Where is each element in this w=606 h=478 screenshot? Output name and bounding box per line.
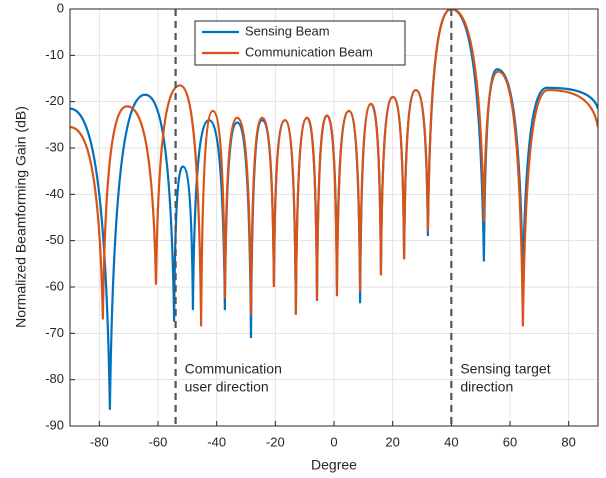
y-tick-label: -70 bbox=[45, 325, 64, 340]
x-axis-label: Degree bbox=[311, 457, 357, 473]
y-tick-label: -60 bbox=[45, 278, 64, 293]
y-tick-label: -10 bbox=[45, 47, 64, 62]
x-tick-label: -20 bbox=[266, 434, 285, 449]
y-axis-label: Normalized Beamforming Gain (dB) bbox=[13, 106, 29, 328]
annotation: Communication bbox=[185, 361, 282, 377]
x-tick-label: -60 bbox=[149, 434, 168, 449]
x-tick-label: -40 bbox=[207, 434, 226, 449]
x-tick-label: 0 bbox=[330, 434, 337, 449]
annotation: user direction bbox=[185, 379, 269, 395]
y-tick-label: -80 bbox=[45, 371, 64, 386]
x-tick-label: -80 bbox=[90, 434, 109, 449]
x-tick-label: 80 bbox=[561, 434, 575, 449]
annotation: Sensing target bbox=[460, 361, 550, 377]
y-tick-label: 0 bbox=[57, 0, 64, 15]
y-tick-label: -50 bbox=[45, 232, 64, 247]
y-tick-label: -30 bbox=[45, 139, 64, 154]
legend-label: Communication Beam bbox=[245, 44, 373, 59]
annotation: direction bbox=[460, 379, 513, 395]
legend-box bbox=[194, 20, 406, 66]
legend-label: Sensing Beam bbox=[245, 23, 330, 38]
x-tick-label: 60 bbox=[503, 434, 517, 449]
y-tick-label: -20 bbox=[45, 93, 64, 108]
axes-box bbox=[69, 8, 599, 427]
line-series bbox=[70, 9, 598, 327]
y-tick-label: -40 bbox=[45, 186, 64, 201]
y-tick-label: -90 bbox=[45, 417, 64, 432]
x-tick-label: 20 bbox=[385, 434, 399, 449]
x-tick-label: 40 bbox=[444, 434, 458, 449]
